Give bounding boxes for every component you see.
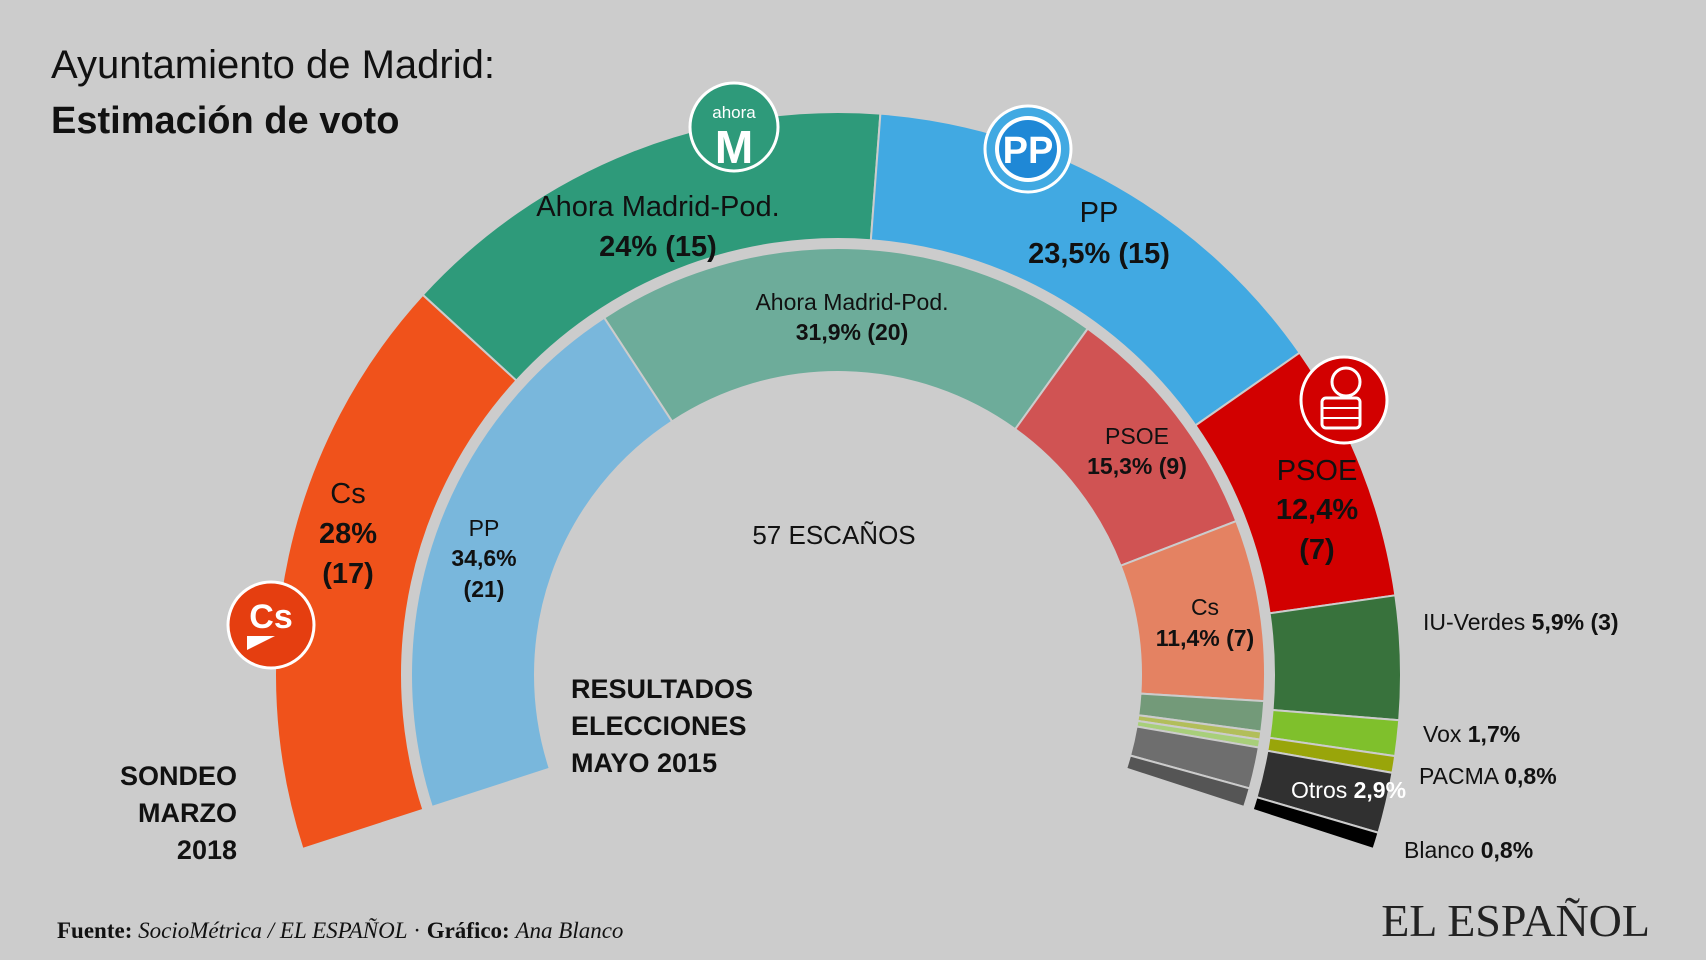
- outer-label-pp-name: PP: [1080, 197, 1119, 229]
- inner-segment-pp: [410, 316, 674, 809]
- ahora-madrid-logo: ahora M: [688, 81, 780, 173]
- outer-label-am-value: 24% (15): [599, 231, 717, 263]
- inner-label-cs-value: 11,4% (7): [1156, 625, 1254, 651]
- outer-segment-blanco: [1251, 795, 1380, 851]
- title-line2: Estimación de voto: [51, 100, 399, 142]
- caption-line: 2018: [177, 835, 237, 865]
- outer-label-cs-name: Cs: [330, 478, 365, 510]
- outer-label-am-name: Ahora Madrid-Pod.: [536, 191, 779, 223]
- outer-ring-caption: SONDEO MARZO 2018: [120, 761, 237, 865]
- footer-credits: Fuente: SocioMétrica / EL ESPAÑOL · Gráf…: [57, 917, 623, 943]
- label-pacma: PACMA 0,8%: [1419, 763, 1557, 789]
- logo-text: Cs: [249, 598, 292, 636]
- inner-label-pp-value: 34,6%: [451, 545, 516, 571]
- label-blanco: Blanco 0,8%: [1404, 837, 1533, 863]
- seats-total: 57 ESCAÑOS: [752, 520, 915, 550]
- inner-label-pp-name: PP: [469, 515, 500, 541]
- logo-text: ahora: [712, 103, 756, 122]
- label-iu-verdes: IU-Verdes 5,9% (3): [1423, 609, 1619, 635]
- logo-text: PP: [1003, 130, 1054, 172]
- label-vox: Vox 1,7%: [1423, 721, 1520, 747]
- outer-ring-2018: [274, 111, 1402, 851]
- outer-label-pp-value: 23,5% (15): [1028, 238, 1170, 270]
- inner-label-psoe-value: 15,3% (9): [1087, 453, 1187, 479]
- inner-segment-unlabeled-8: [1124, 754, 1251, 809]
- caption-line: MARZO: [138, 798, 237, 828]
- psoe-rose-logo: [1299, 355, 1389, 445]
- outer-label-psoe-value: 12,4%: [1276, 494, 1358, 526]
- outer-label-psoe-name: PSOE: [1277, 455, 1358, 487]
- inner-ring-caption: RESULTADOS ELECCIONES MAYO 2015: [571, 674, 753, 778]
- caption-line: ELECCIONES: [571, 711, 747, 741]
- el-espanol-logo: EL ESPAÑOL: [1381, 895, 1650, 946]
- inner-label-am-value: 31,9% (20): [796, 319, 909, 345]
- cs-logo: Cs: [226, 580, 316, 670]
- inner-label-am-name: Ahora Madrid-Pod.: [755, 289, 948, 315]
- inner-label-psoe-name: PSOE: [1105, 423, 1169, 449]
- label-otros: Otros 2,9%: [1291, 777, 1406, 803]
- inner-label-pp-seats: (21): [464, 576, 505, 602]
- outer-label-cs-seats: (17): [322, 558, 374, 590]
- outer-label-psoe-seats: (7): [1299, 534, 1334, 566]
- title-line1: Ayuntamiento de Madrid:: [51, 43, 495, 87]
- outer-segment-iu-verdes: [1268, 594, 1402, 722]
- caption-line: MAYO 2015: [571, 748, 717, 778]
- outer-label-cs-value: 28%: [319, 518, 377, 550]
- caption-line: SONDEO: [120, 761, 237, 791]
- pp-logo: PP: [983, 104, 1073, 194]
- caption-line: RESULTADOS: [571, 674, 753, 704]
- inner-ring-2015: [410, 247, 1266, 809]
- logo-text: M: [715, 121, 753, 173]
- inner-label-cs-name: Cs: [1191, 594, 1219, 620]
